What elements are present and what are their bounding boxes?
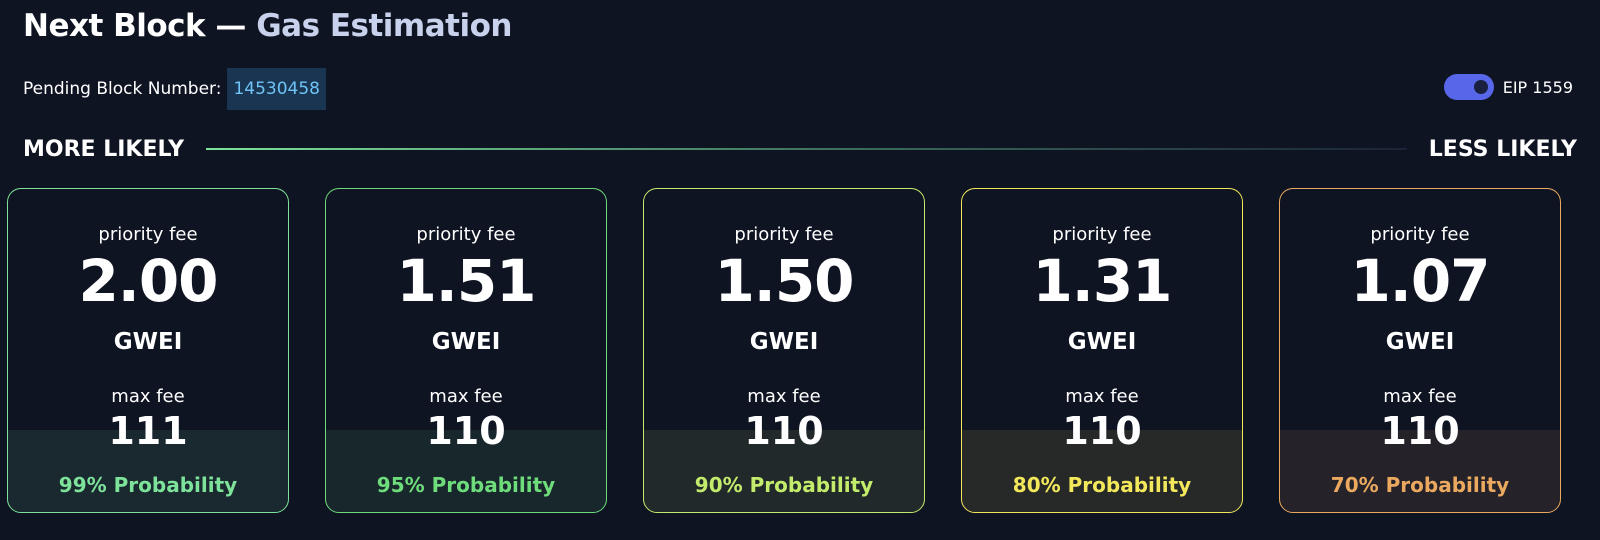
card-bottom-band (326, 430, 606, 512)
max-fee-label: max fee (1065, 386, 1139, 407)
fee-unit: GWEI (749, 329, 819, 355)
fee-unit: GWEI (1067, 329, 1137, 355)
fee-unit: GWEI (431, 329, 501, 355)
estimate-card[interactable]: priority fee 1.51 GWEI max fee 110 95% P… (325, 188, 607, 513)
likelihood-scale: MORE LIKELY LESS LIKELY (23, 134, 1577, 164)
card-bottom-band (8, 430, 288, 512)
max-fee-label: max fee (429, 386, 503, 407)
max-fee-value: 111 (108, 409, 188, 453)
fee-unit: GWEI (1385, 329, 1455, 355)
priority-fee-label: priority fee (1370, 224, 1470, 245)
title-accent: Gas Estimation (256, 8, 512, 44)
page-title: Next Block — Gas Estimation (23, 8, 512, 44)
priority-fee-label: priority fee (98, 224, 198, 245)
priority-fee-label: priority fee (734, 224, 834, 245)
card-bottom-band (962, 430, 1242, 512)
probability-label: 99% Probability (58, 473, 238, 497)
priority-fee-label: priority fee (1052, 224, 1152, 245)
priority-fee-value: 1.51 (396, 247, 536, 315)
fee-unit: GWEI (113, 329, 183, 355)
estimate-card[interactable]: priority fee 1.07 GWEI max fee 110 70% P… (1279, 188, 1561, 513)
less-likely-label: LESS LIKELY (1428, 136, 1577, 162)
max-fee-label: max fee (111, 386, 185, 407)
more-likely-label: MORE LIKELY (23, 136, 185, 162)
max-fee-value: 110 (1062, 409, 1142, 453)
max-fee-value: 110 (1380, 409, 1460, 453)
estimate-card[interactable]: priority fee 2.00 GWEI max fee 111 99% P… (7, 188, 289, 513)
probability-label: 70% Probability (1330, 473, 1510, 497)
max-fee-value: 110 (744, 409, 824, 453)
probability-label: 95% Probability (376, 473, 556, 497)
estimate-card[interactable]: priority fee 1.50 GWEI max fee 110 90% P… (643, 188, 925, 513)
priority-fee-value: 1.07 (1350, 247, 1490, 315)
priority-fee-value: 2.00 (78, 247, 218, 315)
priority-fee-label: priority fee (416, 224, 516, 245)
eip-1559-toggle-group[interactable]: EIP 1559 (1443, 74, 1573, 100)
eip-1559-label: EIP 1559 (1502, 77, 1573, 97)
probability-label: 90% Probability (694, 473, 874, 497)
likelihood-divider (206, 148, 1407, 150)
priority-fee-value: 1.50 (714, 247, 854, 315)
pending-block: Pending Block Number: 14530458 (23, 68, 326, 110)
toggle-knob (1473, 80, 1488, 94)
max-fee-label: max fee (747, 386, 821, 407)
probability-label: 80% Probability (1012, 473, 1192, 497)
eip-1559-toggle[interactable] (1443, 74, 1494, 100)
priority-fee-value: 1.31 (1032, 247, 1172, 315)
estimate-card[interactable]: priority fee 1.31 GWEI max fee 110 80% P… (961, 188, 1243, 513)
pending-block-number[interactable]: 14530458 (227, 68, 326, 110)
title-main: Next Block — (23, 8, 246, 44)
max-fee-value: 110 (426, 409, 506, 453)
card-bottom-band (1280, 430, 1560, 512)
card-bottom-band (644, 430, 924, 512)
max-fee-label: max fee (1383, 386, 1457, 407)
pending-block-label: Pending Block Number: (23, 79, 222, 99)
